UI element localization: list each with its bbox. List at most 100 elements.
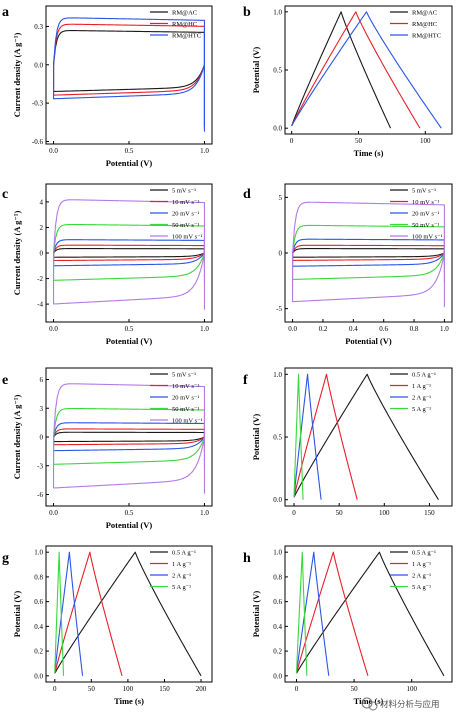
panel-label-h: h — [243, 551, 251, 566]
series-line — [293, 373, 322, 500]
y-axis-title: Current density (A g⁻¹) — [12, 211, 22, 296]
x-tick-label: 0 — [292, 509, 296, 517]
x-tick-label: 0.6 — [379, 325, 388, 333]
y-tick-label: -4 — [37, 301, 43, 309]
watermark: 材料分析与应用 — [361, 697, 440, 711]
y-tick-label: 0.6 — [273, 598, 282, 606]
legend-label: 20 mV s⁻¹ — [412, 211, 439, 218]
series-line — [53, 383, 205, 494]
y-tick-label: 0 — [279, 250, 283, 258]
series-group — [53, 383, 205, 494]
panel-label-g: g — [2, 551, 9, 566]
x-tick-label: 50 — [336, 509, 344, 517]
y-tick-label: -0.6 — [32, 138, 44, 146]
series-group — [292, 201, 445, 308]
x-tick-label: 0 — [290, 137, 294, 145]
y-tick-label: 0.0 — [273, 496, 282, 504]
x-tick-label: 150 — [424, 509, 435, 517]
series-line — [54, 551, 123, 676]
y-tick-label: 0.0 — [34, 672, 43, 680]
wechat-icon-inner — [368, 701, 378, 711]
y-tick-label: 0 — [40, 434, 44, 442]
legend-label: 0.5 A g⁻¹ — [412, 372, 436, 379]
x-tick-label: 0 — [53, 685, 57, 693]
legend-label: 10 mV s⁻¹ — [172, 383, 199, 390]
series-line — [296, 551, 445, 677]
x-tick-label: 100 — [379, 509, 390, 517]
legend: 5 mV s⁻¹ 10 mV s⁻¹ 20 mV s⁻¹ 50 mV s⁻¹ 100 m… — [150, 372, 203, 425]
panel-c: c 0.0 0.5 1.0 -4 -2 0 2 4 Potential (V) Current de… — [2, 183, 213, 346]
x-axis-title: Potential (V) — [345, 336, 392, 346]
panel-a: a 0.0 0.5 1.0 -0.6 -0.3 0.0 0.3 Potential (V) Cur… — [2, 5, 213, 168]
panel-g: g 0 50 100 150 200 0.0 0.2 0.4 0.6 0.8 1.0 Time (s) P… — [2, 545, 213, 706]
y-tick-label: 0.8 — [34, 573, 43, 581]
x-tick-label: 0.5 — [125, 509, 134, 517]
series-line — [53, 199, 205, 310]
series-line — [54, 551, 84, 676]
y-tick-label: -6 — [37, 491, 43, 499]
legend-label: 2 A g⁻¹ — [172, 573, 191, 580]
y-axis-title: Potential (V) — [251, 591, 261, 638]
x-axis-title: Potential (V) — [106, 158, 153, 168]
y-tick-label: 1.0 — [273, 549, 282, 557]
x-axis-title: Time (s) — [354, 148, 384, 158]
x-tick-label: 200 — [196, 685, 207, 693]
x-tick-label: 0.2 — [319, 325, 328, 333]
legend-label: 2 A g⁻¹ — [412, 395, 431, 402]
series-line — [53, 248, 205, 259]
y-tick-label: 0.0 — [34, 61, 43, 69]
x-tick-label: 100 — [420, 137, 431, 145]
legend-label: 5 A g⁻¹ — [412, 584, 431, 591]
y-axis-title: Potential (V) — [251, 414, 261, 461]
legend-label: 100 mV s⁻¹ — [172, 418, 203, 425]
y-tick-label: 1.0 — [34, 549, 43, 557]
y-tick-label: -5 — [276, 305, 282, 313]
legend-label: 0.5 A g⁻¹ — [172, 550, 196, 557]
series-line — [53, 422, 205, 453]
x-tick-label: 0.5 — [125, 325, 134, 333]
series-group — [291, 11, 442, 129]
y-tick-label: 0.4 — [34, 623, 43, 631]
legend: RM@AC RM@HC RM@HTC — [150, 10, 201, 40]
x-tick-label: 0.0 — [49, 509, 58, 517]
x-tick-label: 50 — [351, 685, 359, 693]
legend-label: RM@AC — [172, 10, 197, 17]
legend: RM@AC RM@HC RM@HTC — [390, 10, 441, 40]
legend: 0.5 A g⁻¹ 1 A g⁻¹ 2 A g⁻¹ 5 A g⁻¹ — [390, 372, 436, 413]
series-line — [53, 17, 205, 132]
legend-label: 50 mV s⁻¹ — [172, 222, 199, 229]
legend-label: RM@HC — [172, 21, 197, 28]
y-axis-title: Current density (A g⁻¹) — [12, 395, 22, 480]
legend-label: 5 A g⁻¹ — [412, 406, 431, 413]
series-line — [54, 551, 65, 676]
y-tick-label: 1.0 — [273, 371, 282, 379]
panel-e: e 0.0 0.5 1.0 -6 -3 0 3 6 Potential (V) Current de… — [2, 367, 213, 530]
series-line — [292, 238, 445, 269]
series-line — [53, 23, 205, 130]
x-tick-label: 1.0 — [200, 509, 209, 517]
legend: 5 mV s⁻¹ 10 mV s⁻¹ 20 mV s⁻¹ 50 mV s⁻¹ 100 m… — [150, 188, 203, 241]
legend-label: 5 A g⁻¹ — [172, 584, 191, 591]
y-axis-title: Potential (V) — [12, 591, 22, 638]
series-line — [293, 373, 304, 500]
panel-label-a: a — [2, 5, 9, 20]
legend-label: 5 mV s⁻¹ — [172, 372, 196, 379]
series-group — [293, 373, 439, 501]
legend-label: RM@HTC — [172, 33, 201, 40]
legend-label: 2 A g⁻¹ — [412, 573, 431, 580]
x-tick-label: 1.0 — [440, 325, 449, 333]
y-tick-label: 0.5 — [273, 434, 282, 442]
x-tick-label: 100 — [406, 685, 417, 693]
legend-label: 1 A g⁻¹ — [172, 561, 191, 568]
legend-label: 20 mV s⁻¹ — [172, 211, 199, 218]
legend-label: 10 mV s⁻¹ — [412, 199, 439, 206]
y-tick-label: 0.2 — [273, 648, 282, 656]
series-group — [53, 17, 205, 132]
series-group — [54, 551, 202, 677]
y-tick-label: -0.3 — [32, 100, 44, 108]
x-tick-label: 1.0 — [200, 147, 209, 155]
y-tick-label: 0.0 — [273, 125, 282, 133]
legend-label: 20 mV s⁻¹ — [172, 395, 199, 402]
series-line — [295, 551, 308, 676]
